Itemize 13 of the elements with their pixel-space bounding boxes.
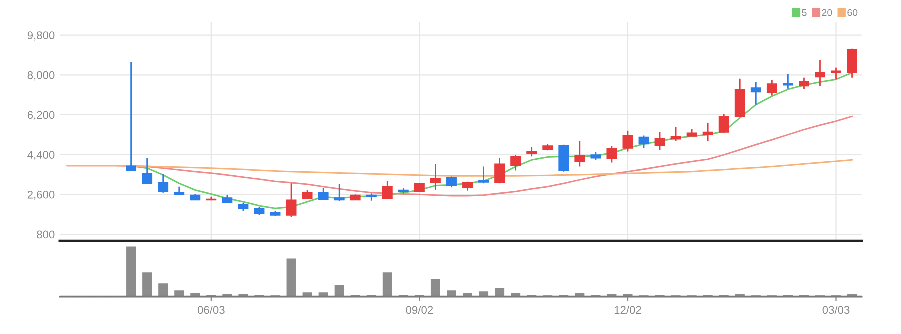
y-tick-label: 2,600 xyxy=(28,190,55,200)
y-tick-label: 6,200 xyxy=(28,111,55,120)
x-tick-label: 06/03 xyxy=(198,306,225,314)
y-tick-label: 800 xyxy=(37,230,55,239)
x-tick-label: 09/02 xyxy=(406,306,434,314)
y-tick-label: 9,800 xyxy=(28,32,55,41)
legend-label: 5 xyxy=(802,9,807,16)
legend-label: 60 xyxy=(848,9,858,16)
y-tick-label: 8,000 xyxy=(28,71,55,81)
y-tick-label: 4,400 xyxy=(28,151,55,160)
x-tick-label: 12/02 xyxy=(614,306,642,314)
legend-label: 20 xyxy=(822,9,832,16)
x-tick-label: 03/03 xyxy=(822,306,850,314)
